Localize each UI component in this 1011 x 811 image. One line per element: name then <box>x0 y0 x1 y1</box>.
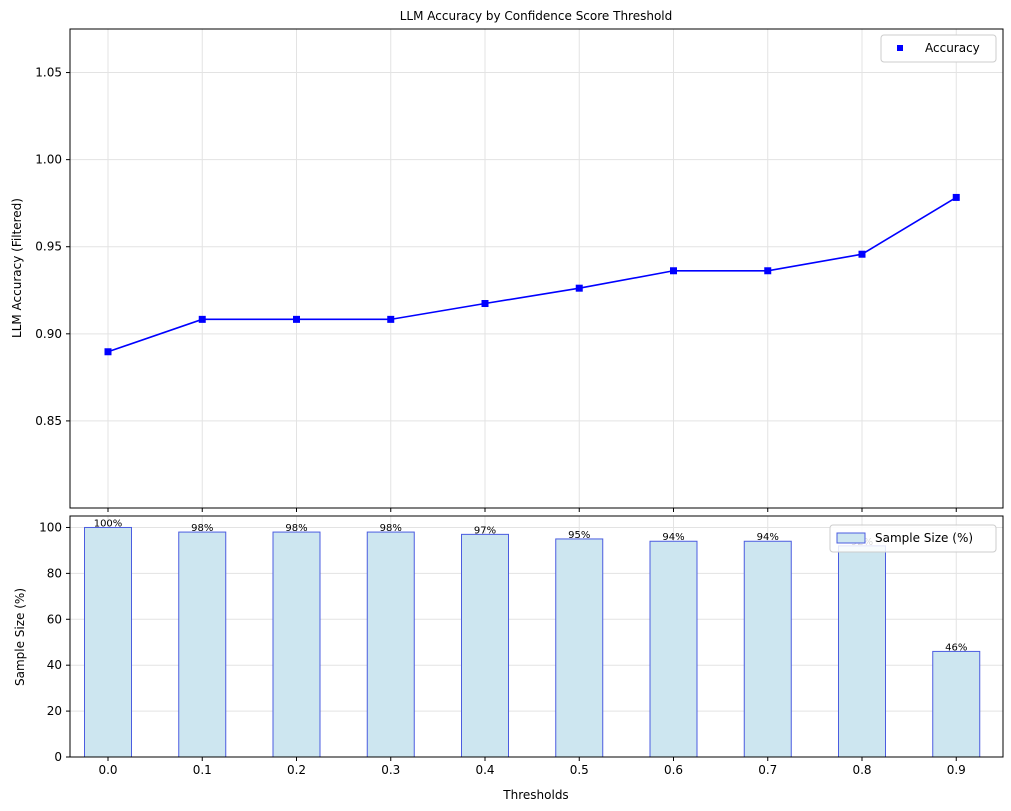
x-tick-label: 0.5 <box>570 763 589 777</box>
sample-size-panel: 100%98%98%98%97%95%94%94%92%46% 0.00.10.… <box>13 515 1004 802</box>
accuracy-y-tick-label: 0.95 <box>35 240 62 254</box>
accuracy-point <box>481 300 489 308</box>
sample-size-bar-label: 94% <box>662 532 684 543</box>
accuracy-point <box>104 348 112 356</box>
accuracy-legend: Accuracy <box>880 34 997 63</box>
sample-size-bars: 100%98%98%98%97%95%94%94%92%46% <box>84 518 981 758</box>
sample-size-y-tick-label: 80 <box>47 566 62 580</box>
sample-size-y-tick-label: 0 <box>54 750 62 764</box>
accuracy-legend-label: Accuracy <box>925 41 980 55</box>
accuracy-y-tick-label: 0.85 <box>35 414 62 428</box>
sample-size-y-tick-label: 100 <box>39 520 62 534</box>
accuracy-point <box>293 315 300 323</box>
sample-size-bar-label: 94% <box>757 532 779 543</box>
sample-size-bar <box>555 538 604 758</box>
accuracy-y-tick-label: 1.05 <box>35 66 62 80</box>
sample-size-legend-box <box>829 524 997 553</box>
x-tick-label: 0.6 <box>664 763 683 777</box>
accuracy-legend-box <box>880 34 997 63</box>
x-axis-label: Thresholds <box>502 788 568 802</box>
x-tick-label: 0.3 <box>381 763 400 777</box>
sample-size-bar-label: 95% <box>568 530 590 541</box>
sample-size-y-axis-label: Sample Size (%) <box>13 588 27 686</box>
accuracy-y-tick-label: 1.00 <box>35 153 62 167</box>
sample-size-plot-frame <box>69 515 1004 758</box>
accuracy-point <box>198 315 206 323</box>
x-tick-label: 0.2 <box>287 763 306 777</box>
sample-size-bar-label: 98% <box>380 523 402 534</box>
sample-size-y-tick-label: 20 <box>47 704 62 718</box>
accuracy-grid <box>70 29 1003 508</box>
x-tick-label: 0.9 <box>947 763 966 777</box>
accuracy-plot-frame <box>69 28 1004 509</box>
sample-size-legend-label: Sample Size (%) <box>875 531 973 545</box>
x-tick-label: 0.1 <box>193 763 212 777</box>
sample-size-bar-label: 46% <box>945 642 967 653</box>
accuracy-y-axis-label: LLM Accuracy (Filtered) <box>10 198 24 338</box>
sample-size-bar <box>272 531 321 758</box>
accuracy-point <box>670 267 677 275</box>
sample-size-bar-label: 100% <box>94 518 123 529</box>
accuracy-panel: 0.85 0.90 0.95 1.00 1.05 LLM Accuracy by Con… <box>10 9 1004 512</box>
accuracy-ticks: 0.85 0.90 0.95 1.00 1.05 <box>35 66 957 512</box>
accuracy-point <box>858 250 866 258</box>
sample-size-bar <box>178 531 227 758</box>
sample-size-bar <box>461 533 509 758</box>
accuracy-point <box>952 193 960 201</box>
accuracy-point <box>764 267 772 275</box>
accuracy-y-tick-label: 0.90 <box>35 327 62 341</box>
accuracy-legend-marker <box>897 45 903 51</box>
sample-size-legend: Sample Size (%) <box>829 524 997 553</box>
sample-size-ticks: 0.0 0.1 0.2 0.3 0.4 0.5 0.6 0.7 0.8 0.9 0 20 40 60 80 1… <box>39 520 966 777</box>
accuracy-series <box>104 193 960 356</box>
sample-size-bar <box>366 531 415 758</box>
sample-size-bar <box>649 540 698 758</box>
x-tick-label: 0.0 <box>98 763 117 777</box>
sample-size-bar <box>743 540 792 758</box>
x-tick-label: 0.7 <box>758 763 777 777</box>
accuracy-plot-area <box>70 29 1003 508</box>
sample-size-bar-label: 97% <box>474 525 496 536</box>
accuracy-line <box>107 196 957 353</box>
sample-size-legend-swatch <box>836 532 866 544</box>
sample-size-bar <box>84 526 132 758</box>
chart-title: LLM Accuracy by Confidence Score Thresho… <box>400 9 673 23</box>
sample-size-bar-label: 98% <box>285 523 307 534</box>
sample-size-y-tick-label: 60 <box>47 612 62 626</box>
sample-size-y-tick-label: 40 <box>47 658 62 672</box>
sample-size-bar <box>932 650 981 758</box>
accuracy-point <box>387 315 395 323</box>
x-tick-label: 0.8 <box>852 763 871 777</box>
accuracy-point <box>575 284 583 292</box>
sample-size-bar-label: 98% <box>191 523 213 534</box>
x-tick-label: 0.4 <box>475 763 494 777</box>
sample-size-bar <box>838 545 886 758</box>
